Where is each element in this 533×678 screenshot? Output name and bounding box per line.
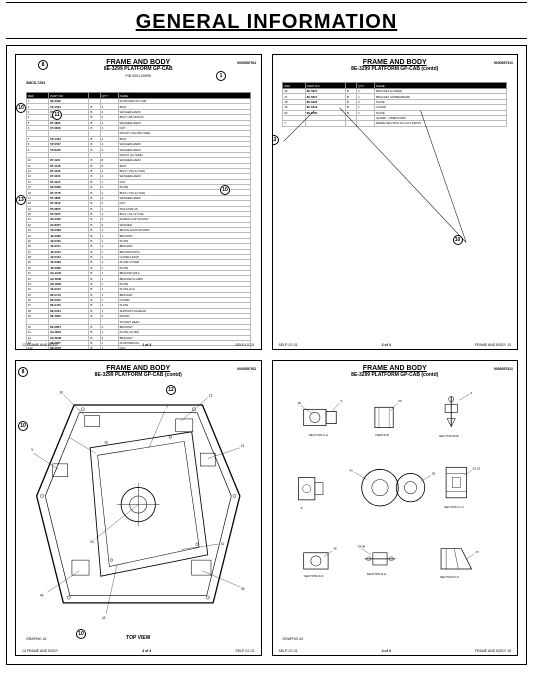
callout-8: 8 — [38, 60, 48, 70]
svg-text:SECTION C-C: SECTION C-C — [444, 505, 465, 509]
callout-1: 1 — [216, 71, 226, 81]
panel4-svg: 28 3 SECTION A-A 26 VIEW B-B — [283, 391, 508, 625]
cell: Y — [283, 121, 305, 126]
panel1-footer-right: SELP-07-01 — [235, 343, 254, 347]
svg-text:SECTION A-A: SECTION A-A — [308, 433, 328, 437]
callout-13: 13 — [16, 195, 26, 205]
callout-10: 10 — [220, 185, 230, 195]
svg-text:29,46: 29,46 — [357, 545, 365, 549]
panel1-footer-left: 12 FRAME AND BODY — [22, 343, 58, 347]
svg-text:35: 35 — [241, 587, 245, 591]
svg-text:VIEW B-B: VIEW B-B — [374, 433, 388, 437]
panel3-diagram: 18 12 21 35 40 9 20 7 43 31 4 — [30, 389, 247, 635]
panel2-footer: SELP-07-01 2 of 4 FRAME AND BODY 13 — [279, 343, 512, 347]
svg-text:6: 6 — [470, 391, 472, 395]
svg-text:47: 47 — [475, 550, 479, 554]
panel1-footer-center: 1 of 4 — [142, 343, 151, 347]
panel2-header: FRAME AND BODY — [273, 55, 518, 66]
panel1-footer: 12 FRAME AND BODY 1 of 4 SELP-07-01 — [22, 343, 255, 347]
panel1-table: REFPART NOQTYNAME 18E-3299PLATFORM GP-CA… — [26, 92, 251, 350]
callout-13: 13 — [272, 135, 279, 145]
svg-text:38: 38 — [333, 547, 337, 551]
callout-10: 10 — [453, 235, 463, 245]
svg-text:SECTION B-B: SECTION B-B — [438, 434, 457, 438]
svg-text:SECTION F-F: SECTION F-F — [440, 575, 459, 579]
panel4-sub: 8E-3299 PLATFORM GP-CAB (contd) — [273, 372, 518, 380]
svg-text:40: 40 — [40, 593, 44, 597]
panel1-ref: 0000857911 — [237, 61, 256, 65]
panel3-header: FRAME AND BODY — [16, 361, 261, 372]
panel3-ref: 0000857911 — [237, 367, 256, 371]
panel-3: FRAME AND BODY 8E-3299 PLATFORM GP-CAB (… — [15, 360, 262, 656]
table-row: Y REFER SECTION 10 ILLUS PARTS — [283, 121, 507, 126]
panel4-footer-left: SELP-07-01 — [279, 649, 298, 653]
callout-10: 10 — [18, 421, 28, 431]
cell — [357, 121, 375, 126]
panel-4: FRAME AND BODY 8E-3299 PLATFORM GP-CAB (… — [272, 360, 519, 656]
panel2-footer-right: FRAME AND BODY 13 — [475, 343, 511, 347]
panel4-footer-center: 4 of 4 — [382, 649, 391, 653]
cell — [305, 121, 345, 126]
panel-2: FRAME AND BODY 8E-3299 PLATFORM GP-CAB (… — [272, 54, 519, 350]
callout-10: 10 — [76, 629, 86, 639]
svg-text:7: 7 — [166, 405, 168, 409]
svg-text:12: 12 — [209, 393, 213, 397]
panel1-header: FRAME AND BODY — [16, 55, 261, 66]
panel3-graphic-label: GRAPHIC #1 — [26, 637, 47, 641]
platform-top-view-svg: 18 12 21 35 40 9 20 7 43 31 4 — [30, 389, 247, 635]
panel3-footer: 14 FRAME AND BODY 3 of 4 SELP-07-01 — [22, 649, 255, 653]
svg-text:43: 43 — [102, 616, 106, 620]
panel4-header: FRAME AND BODY — [273, 361, 518, 372]
svg-text:26: 26 — [398, 399, 402, 403]
svg-text:41: 41 — [349, 468, 353, 472]
callout-11: 11 — [52, 110, 62, 120]
svg-text:4: 4 — [61, 433, 63, 437]
panel4-ref: 0000857911 — [494, 367, 513, 371]
content-frame: FRAME AND BODY 8E-3299 PLATFORM GP-CAB P… — [6, 45, 527, 665]
callout-10: 10 — [16, 103, 26, 113]
svg-text:31: 31 — [221, 542, 225, 546]
svg-text:8: 8 — [300, 506, 302, 510]
cell — [345, 121, 356, 126]
svg-text:25,33: 25,33 — [472, 466, 480, 470]
panel2-ref: 0000857911 — [494, 61, 513, 65]
svg-text:20: 20 — [90, 540, 94, 544]
panel-1: FRAME AND BODY 8E-3299 PLATFORM GP-CAB P… — [15, 54, 262, 350]
callout-12: 12 — [166, 385, 176, 395]
panel3-footer-center: 3 of 4 — [142, 649, 151, 653]
svg-text:28: 28 — [297, 401, 301, 405]
panel2-table: REFPART NOQTYNAME 468E-5870B1BRACKET-(LO… — [282, 82, 507, 127]
cell: REFER SECTION 10 ILLUS PARTS — [375, 121, 507, 126]
svg-text:21: 21 — [241, 444, 245, 448]
panel1-smcs: SMCS-7253 — [26, 81, 45, 85]
svg-text:39: 39 — [431, 471, 435, 475]
panel3-footer-left: 14 FRAME AND BODY — [22, 649, 58, 653]
panel2-sub: 8E-3299 PLATFORM GP-CAB (contd) — [273, 66, 518, 74]
panel3-footer-right: SELP-07-01 — [235, 649, 254, 653]
panel2-footer-left: SELP-07-01 — [279, 343, 298, 347]
svg-text:18: 18 — [59, 390, 63, 394]
panel4-graphic-label: GRAPHIC #2 — [283, 637, 304, 641]
panel4-details: 28 3 SECTION A-A 26 VIEW B-B — [283, 391, 508, 625]
svg-text:3: 3 — [340, 399, 342, 403]
svg-text:SECTION D-D: SECTION D-D — [303, 574, 324, 578]
panel2-footer-center: 2 of 4 — [382, 343, 391, 347]
svg-text:9: 9 — [31, 448, 33, 452]
callout-8: 8 — [18, 367, 28, 377]
svg-text:SECTION E-E: SECTION E-E — [366, 572, 385, 576]
page-title: GENERAL INFORMATION — [6, 2, 527, 39]
panel4-footer-right: FRAME AND BODY 15 — [475, 649, 511, 653]
panel3-sub: 8E-3299 PLATFORM GP-CAB (contd) — [16, 372, 261, 380]
panel4-footer: SELP-07-01 4 of 4 FRAME AND BODY 15 — [279, 649, 512, 653]
panel3-topview-label: TOP VIEW — [126, 635, 150, 641]
